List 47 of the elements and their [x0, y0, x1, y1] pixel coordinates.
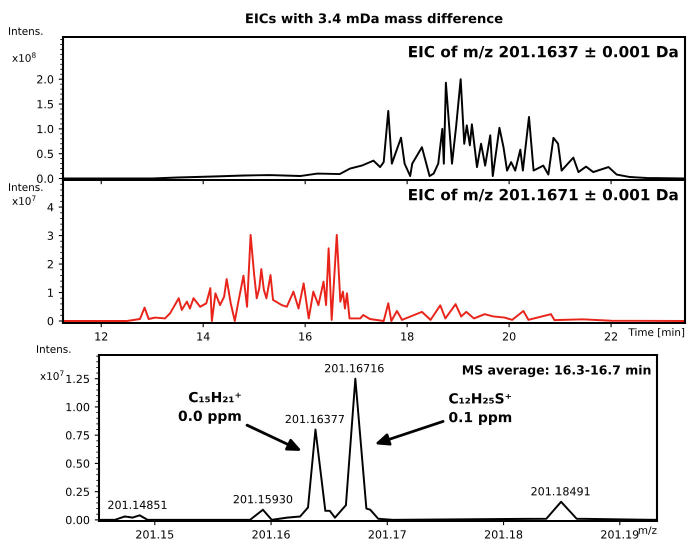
annotation: 201.16377	[286, 414, 344, 424]
x-tick-label: 18	[401, 332, 414, 341]
y-tick-label: 1.00	[66, 402, 90, 412]
y-tick-label: 0.25	[66, 488, 89, 496]
x-tick-label: 14	[197, 332, 210, 340]
annotation: EIC of m/z 201.1637 ± 0.001 Da	[409, 46, 678, 59]
x-tick-label: 201.17	[368, 530, 406, 539]
annotation: 201.14851	[108, 500, 166, 510]
annotation: C₁₂H₂₅S⁺ 0.1 ppm	[449, 393, 512, 426]
y-tick-label: 0.75	[66, 431, 89, 440]
x-tick-label: 12	[95, 332, 108, 340]
y-tick-label: 0.00	[66, 516, 90, 524]
annotation: 201.18491	[531, 487, 590, 496]
line-series	[63, 234, 685, 322]
y-axis-title: Intens.	[9, 27, 42, 35]
text: x10$^{8}$	[12, 52, 36, 62]
x-tick-label: 201.18	[484, 530, 522, 539]
annotation: MS average: 16.3-16.7 min	[462, 364, 650, 378]
chart-title: EICs with 3.4 mDa mass difference	[246, 13, 502, 24]
y-tick-label: 0.0	[37, 174, 54, 183]
y-tick-label: 1	[48, 288, 53, 297]
text: x10$^{7}$	[40, 370, 64, 380]
x-axis-title: m/z	[638, 526, 657, 535]
y-tick-label: 0.50	[66, 459, 90, 468]
y-tick-label: 2.0	[37, 75, 54, 84]
y-tick-label: 4	[47, 203, 54, 212]
annotation: 201.15930	[234, 494, 292, 504]
annotation: C₁₅H₂₁⁺ 0.0 ppm	[178, 392, 241, 424]
y-axis-title: Intens.	[9, 183, 42, 192]
x-tick-label: 20	[502, 332, 516, 341]
x-tick-label: 16	[299, 332, 312, 341]
y-tick-label: 0.5	[37, 150, 53, 158]
x-axis-title: Time [min]	[628, 328, 684, 338]
annotation: 201.16716	[325, 364, 384, 372]
x-tick-label: 22	[604, 332, 618, 340]
y-tick-label: 0	[48, 316, 54, 326]
annotation: EIC of m/z 201.1671 ± 0.001 Da	[409, 188, 678, 202]
x-tick-label: 201.15	[136, 530, 174, 539]
y-tick-label: 1.5	[38, 100, 53, 108]
y-tick-label: 1.0	[38, 124, 54, 134]
x-tick-label: 201.19	[601, 530, 638, 539]
y-tick-label: 3	[48, 232, 54, 240]
text: x10$^{7}$	[12, 196, 36, 205]
y-axis-title: Intens.	[37, 345, 70, 353]
y-tick-label: 2	[48, 260, 53, 268]
y-tick-label: 1.25	[66, 374, 89, 384]
x-tick-label: 201.16	[252, 530, 290, 539]
